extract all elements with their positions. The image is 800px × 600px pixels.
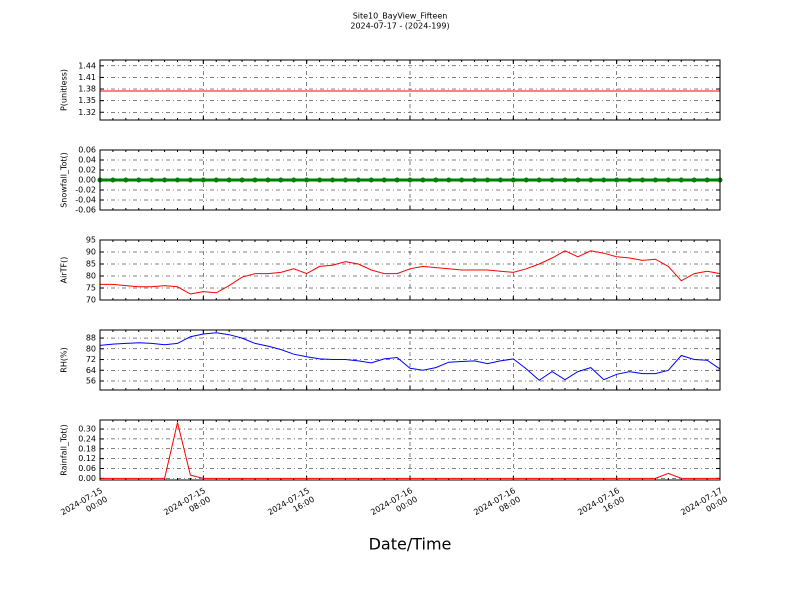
panel-frame: [99, 59, 721, 121]
y-tick-label: 0.00: [78, 176, 96, 185]
data-point: [588, 177, 594, 183]
y-axis-label: Snowfall_Tot(): [60, 152, 69, 208]
data-point: [640, 177, 645, 183]
data-point: [239, 177, 245, 183]
data-point: [175, 177, 180, 183]
data-point: [420, 177, 426, 183]
y-tick-label: 80: [86, 344, 96, 353]
data-point: [510, 177, 516, 183]
y-tick-label: 1.44: [78, 61, 96, 70]
y-axis-label: AirTF(): [60, 257, 69, 284]
y-tick-label: 75: [86, 284, 96, 293]
data-point: [627, 177, 633, 183]
y-tick-label: 0.04: [78, 156, 96, 165]
y-tick-label: 1.32: [78, 108, 96, 117]
data-point: [110, 177, 116, 183]
data-point: [355, 177, 361, 183]
y-tick-label: 0.06: [78, 464, 96, 473]
data-line: [99, 332, 721, 381]
y-tick-label: 1.38: [78, 85, 96, 94]
data-point: [652, 177, 658, 183]
y-tick-label: -0.06: [75, 206, 96, 215]
data-point: [523, 177, 529, 183]
y-tick-label: 0.00: [78, 474, 96, 483]
data-point: [123, 177, 129, 183]
data-point: [562, 177, 568, 183]
data-point: [342, 177, 348, 183]
y-tick-label: 80: [86, 272, 96, 281]
y-tick-label: 85: [86, 260, 96, 269]
y-tick-label: 0.30: [78, 425, 96, 434]
y-tick-label: -0.04: [75, 196, 96, 205]
data-point: [187, 177, 193, 183]
y-tick-label: 64: [86, 366, 96, 375]
y-tick-label: 72: [86, 355, 96, 364]
y-tick-label: 95: [86, 236, 96, 245]
y-tick-label: 0.24: [78, 434, 96, 443]
data-point: [304, 177, 310, 183]
y-tick-label: -0.02: [75, 186, 96, 195]
data-point: [213, 177, 219, 183]
data-point: [200, 177, 206, 183]
panel-frame: [99, 149, 721, 211]
data-point: [407, 177, 413, 183]
data-point: [485, 177, 490, 183]
data-point: [394, 177, 400, 183]
y-axis-label: Rainfall_Tot(): [60, 424, 69, 476]
data-point: [278, 177, 284, 183]
data-point: [252, 177, 258, 183]
data-line: [100, 422, 720, 479]
panel-frame: [99, 239, 721, 301]
data-point: [614, 177, 620, 183]
y-tick-label: 70: [86, 296, 96, 305]
y-tick-label: 0.12: [78, 454, 96, 463]
data-line: [100, 250, 721, 295]
data-point: [265, 177, 271, 183]
y-tick-label: 1.41: [78, 73, 96, 82]
data-point: [601, 177, 607, 183]
panel-frame: [99, 329, 721, 391]
data-point: [162, 177, 168, 183]
data-point: [330, 177, 335, 183]
data-point: [575, 177, 581, 183]
data-point: [665, 177, 671, 183]
data-point: [691, 177, 697, 183]
data-point: [149, 177, 155, 183]
data-point: [497, 177, 503, 183]
y-axis-label: RH(%): [60, 347, 69, 372]
data-point: [549, 177, 555, 183]
y-tick-label: 88: [86, 334, 96, 343]
y-tick-label: 56: [86, 377, 96, 386]
data-point: [136, 177, 142, 183]
data-point: [446, 177, 452, 183]
data-point: [433, 177, 439, 183]
data-point: [226, 177, 232, 183]
data-point: [704, 177, 710, 183]
y-tick-label: 1.35: [78, 96, 96, 105]
y-tick-label: 90: [86, 248, 96, 257]
data-point: [472, 177, 478, 183]
data-point: [536, 177, 542, 183]
data-point: [291, 177, 297, 183]
panel-frame: [99, 419, 721, 481]
data-point: [459, 177, 465, 183]
y-axis-label: P(unitless): [60, 69, 69, 111]
data-point: [381, 177, 387, 183]
y-tick-label: 0.06: [78, 146, 96, 155]
data-point: [678, 177, 684, 183]
data-point: [317, 177, 323, 183]
data-point: [368, 177, 374, 183]
y-tick-label: 0.18: [78, 444, 96, 453]
y-tick-label: 0.02: [78, 166, 96, 175]
chart-subtitle: 2024-07-17 - (2024-199): [350, 22, 449, 31]
chart-title: Site10_BayView_Fifteen: [353, 12, 448, 21]
x-axis-label: Date/Time: [369, 535, 452, 554]
